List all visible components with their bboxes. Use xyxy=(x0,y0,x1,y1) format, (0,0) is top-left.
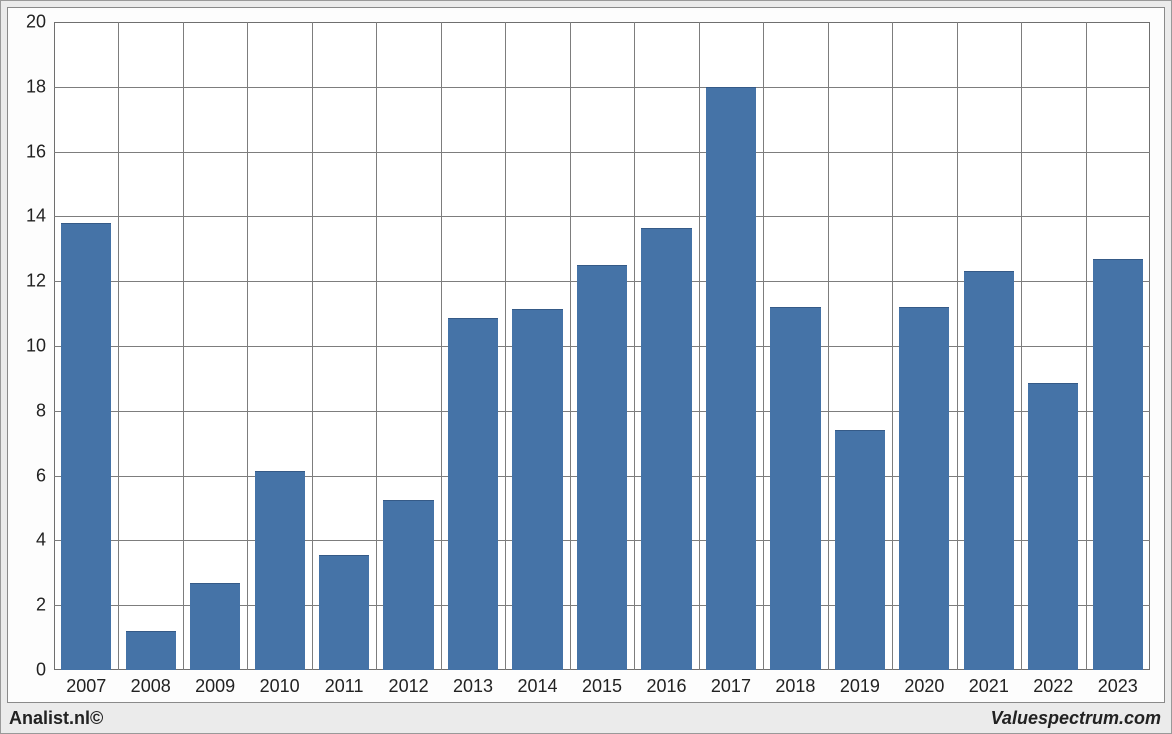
x-tick-label: 2017 xyxy=(711,676,751,697)
bar xyxy=(835,430,885,670)
x-tick-label: 2011 xyxy=(325,676,364,697)
gridline-v xyxy=(634,22,635,670)
y-tick-label: 0 xyxy=(36,660,46,681)
bar xyxy=(899,307,949,670)
gridline-v xyxy=(505,22,506,670)
x-tick-label: 2012 xyxy=(389,676,429,697)
gridline-h xyxy=(54,152,1150,153)
bar xyxy=(448,318,498,670)
bar xyxy=(383,500,433,670)
footer-left: Analist.nl© xyxy=(9,708,103,729)
gridline-v xyxy=(1021,22,1022,670)
bar xyxy=(641,228,691,670)
x-tick-label: 2016 xyxy=(646,676,686,697)
bar xyxy=(706,87,756,670)
x-tick-label: 2019 xyxy=(840,676,880,697)
bar xyxy=(1028,383,1078,670)
x-tick-label: 2023 xyxy=(1098,676,1138,697)
x-tick-label: 2007 xyxy=(66,676,106,697)
footer-right: Valuespectrum.com xyxy=(991,708,1161,729)
x-tick-label: 2008 xyxy=(131,676,171,697)
gridline-v xyxy=(892,22,893,670)
gridline-v xyxy=(957,22,958,670)
bar xyxy=(255,471,305,670)
x-tick-label: 2022 xyxy=(1033,676,1073,697)
bar xyxy=(190,583,240,670)
y-tick-label: 2 xyxy=(36,595,46,616)
y-tick-label: 20 xyxy=(26,12,46,33)
bar xyxy=(964,271,1014,670)
y-tick-label: 18 xyxy=(26,76,46,97)
y-tick-label: 12 xyxy=(26,271,46,292)
x-tick-label: 2018 xyxy=(775,676,815,697)
gridline-v xyxy=(570,22,571,670)
x-tick-label: 2021 xyxy=(969,676,1009,697)
x-tick-label: 2020 xyxy=(904,676,944,697)
gridline-h xyxy=(54,87,1150,88)
y-tick-label: 10 xyxy=(26,336,46,357)
gridline-v xyxy=(247,22,248,670)
gridline-v xyxy=(441,22,442,670)
plot-outer: 0 2 4 6 8 10 12 14 16 18 20 2007 2008 2009 2010 2011 201… xyxy=(7,7,1165,703)
bar xyxy=(126,631,176,670)
gridline-v xyxy=(1086,22,1087,670)
chart-frame: 0 2 4 6 8 10 12 14 16 18 20 2007 2008 2009 2010 2011 201… xyxy=(0,0,1172,734)
bar xyxy=(512,309,562,670)
gridline-v xyxy=(763,22,764,670)
plot-area: 0246810121416182020072008200920102011201… xyxy=(54,22,1150,670)
x-tick-label: 2013 xyxy=(453,676,493,697)
y-tick-label: 4 xyxy=(36,530,46,551)
gridline-v xyxy=(312,22,313,670)
y-tick-label: 14 xyxy=(26,206,46,227)
bar xyxy=(61,223,111,670)
gridline-v xyxy=(376,22,377,670)
x-tick-label: 2009 xyxy=(195,676,235,697)
gridline-v xyxy=(118,22,119,670)
x-tick-label: 2015 xyxy=(582,676,622,697)
y-tick-label: 8 xyxy=(36,400,46,421)
gridline-v xyxy=(699,22,700,670)
bar xyxy=(319,555,369,670)
bar xyxy=(577,265,627,670)
x-tick-label: 2010 xyxy=(260,676,300,697)
x-tick-label: 2014 xyxy=(517,676,557,697)
gridline-v xyxy=(828,22,829,670)
y-tick-label: 6 xyxy=(36,465,46,486)
gridline-h xyxy=(54,216,1150,217)
bar xyxy=(770,307,820,670)
y-tick-label: 16 xyxy=(26,141,46,162)
gridline-v xyxy=(183,22,184,670)
bar xyxy=(1093,259,1143,670)
